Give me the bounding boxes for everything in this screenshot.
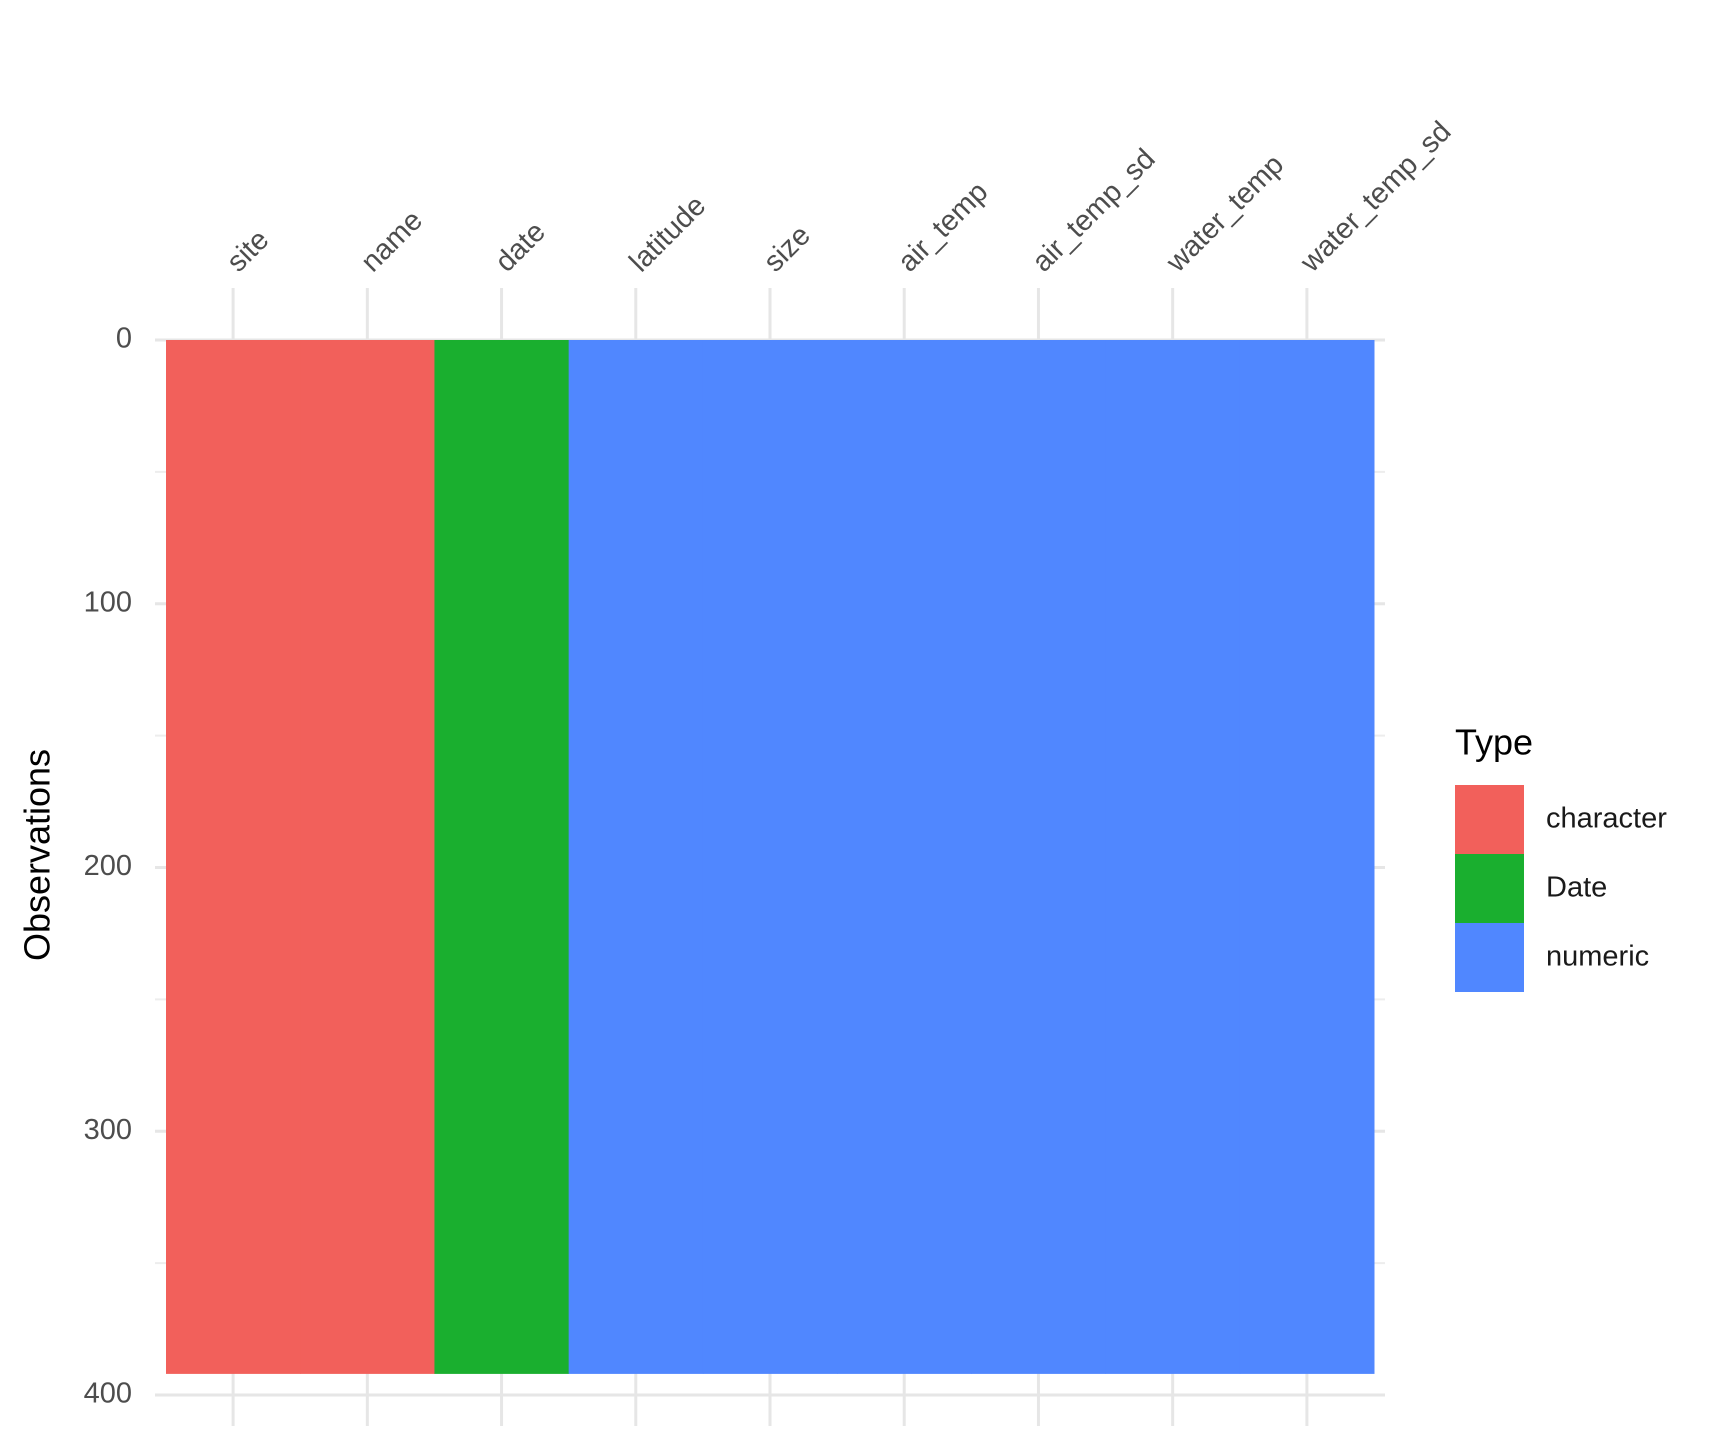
x-tick-label: water_temp xyxy=(1160,149,1290,279)
cell xyxy=(434,340,570,1374)
cell xyxy=(971,340,1107,1374)
x-tick-label: name xyxy=(355,204,429,278)
legend-title: Type xyxy=(1455,722,1533,763)
y-tick-label: 200 xyxy=(84,850,132,882)
x-tick-label: size xyxy=(758,219,817,278)
x-tick-label: date xyxy=(489,216,552,279)
x-tick-label: air_temp xyxy=(892,176,994,278)
cell xyxy=(1239,340,1375,1374)
legend-swatch xyxy=(1455,923,1524,992)
cell xyxy=(568,340,704,1374)
legend-label: character xyxy=(1546,803,1667,835)
cell xyxy=(300,340,435,1374)
x-tick-label: latitude xyxy=(624,190,713,279)
cell xyxy=(166,340,301,1374)
legend-swatch xyxy=(1455,785,1524,854)
legend-label: numeric xyxy=(1546,941,1649,973)
cell xyxy=(837,340,972,1374)
y-tick-label: 0 xyxy=(116,323,132,355)
legend-label: Date xyxy=(1546,872,1607,904)
cell xyxy=(702,340,838,1374)
y-axis-label: Observations xyxy=(17,749,58,961)
y-tick-label: 300 xyxy=(84,1114,132,1146)
x-tick-label: water_temp_sd xyxy=(1294,116,1458,280)
y-tick-label: 400 xyxy=(84,1378,132,1410)
cell xyxy=(1105,340,1241,1374)
x-tick-label: air_temp_sd xyxy=(1026,143,1161,278)
y-tick-label: 100 xyxy=(84,586,132,618)
x-tick-label: site xyxy=(221,224,276,279)
legend-swatch xyxy=(1455,854,1524,923)
